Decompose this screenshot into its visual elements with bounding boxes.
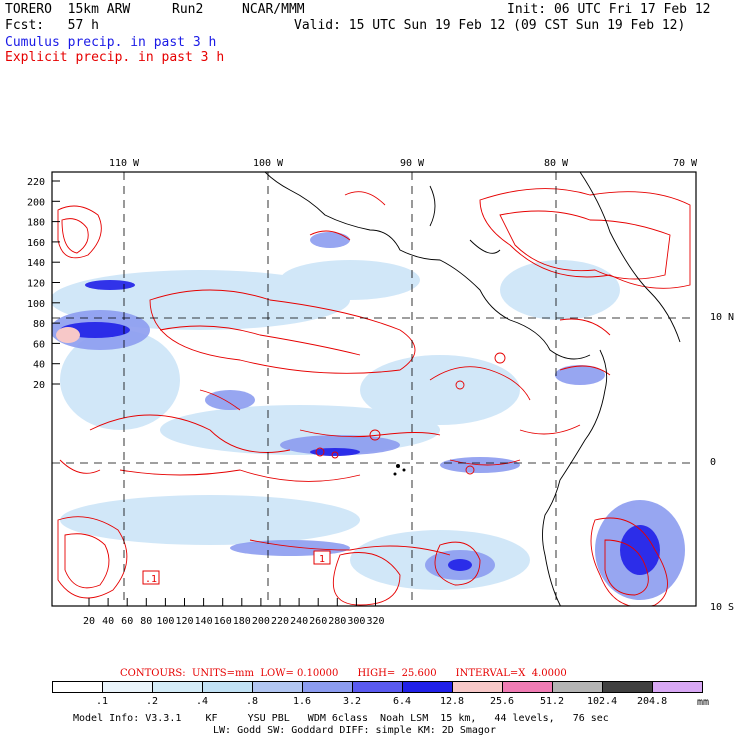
- legend-value: 51.2: [539, 696, 565, 707]
- x-tick-label: 300: [347, 616, 365, 627]
- model-info: Model Info: V3.3.1 KF YSU PBL WDM 6class…: [73, 713, 609, 724]
- legend-swatch: [452, 681, 503, 693]
- legend-value: 12.8: [439, 696, 465, 707]
- lon-label: 80 W: [544, 158, 569, 169]
- legend-value: 6.4: [392, 696, 412, 707]
- boxed-label-1: .1: [145, 574, 157, 585]
- map-frame: [51, 171, 697, 607]
- x-tick-label: 80: [140, 616, 152, 627]
- legend-value: 102.4: [587, 696, 618, 707]
- x-tick-label: 100: [156, 616, 174, 627]
- y-tick-label: 140: [27, 258, 45, 269]
- y-tick-label: 160: [27, 238, 45, 249]
- x-tick-label: 60: [121, 616, 133, 627]
- legend-swatch: [552, 681, 603, 693]
- forecast-hour: Fcst: 57 h: [5, 18, 99, 33]
- run-label: Run2: [172, 2, 204, 17]
- x-tick-label: 120: [175, 616, 193, 627]
- valid-time: Valid: 15 UTC Sun 19 Feb 12 (09 CST Sun …: [294, 18, 686, 33]
- x-tick-label: 320: [366, 616, 384, 627]
- legend-swatch: [52, 681, 103, 693]
- legend-swatch: [302, 681, 353, 693]
- legend-swatch: [252, 681, 303, 693]
- coastlines: [264, 172, 681, 606]
- x-tick-label: 140: [195, 616, 213, 627]
- latlon-grid: [52, 172, 696, 606]
- legend-value: .8: [245, 696, 259, 707]
- x-tick-label: 260: [309, 616, 327, 627]
- lon-label: 110 W: [109, 158, 140, 169]
- legend-value: 204.8: [637, 696, 668, 707]
- y-tick-label: 100: [27, 299, 45, 310]
- legend-swatch: [502, 681, 553, 693]
- cumulus-light-regions: [52, 260, 620, 590]
- legend-value: 3.2: [342, 696, 362, 707]
- legend-value: .2: [145, 696, 159, 707]
- model-info-physics: LW: Godd SW: Goddard DIFF: simple KM: 2D…: [213, 725, 496, 736]
- y-tick-label: 120: [27, 279, 45, 290]
- legend-value: .1: [95, 696, 109, 707]
- x-tick-label: 180: [233, 616, 251, 627]
- explicit-precip-label: Explicit precip. in past 3 h: [5, 50, 225, 65]
- boxed-label-2: 1: [319, 554, 325, 565]
- y-tick-label: 200: [27, 197, 45, 208]
- init-time: Init: 06 UTC Fri 17 Feb 12: [507, 2, 711, 17]
- legend-swatch: [152, 681, 203, 693]
- cumulus-heavy-regions: [60, 280, 660, 575]
- legend-swatch: [352, 681, 403, 693]
- x-tick-label: 160: [214, 616, 232, 627]
- y-tick-label: 80: [33, 319, 45, 330]
- org-label: NCAR/MMM: [242, 2, 305, 17]
- model-title: TORERO 15km ARW: [5, 2, 131, 17]
- x-tick-label: 200: [252, 616, 270, 627]
- legend-swatch: [202, 681, 253, 693]
- y-tick-label: 20: [33, 380, 45, 391]
- explicit-contours: [57, 188, 691, 606]
- x-tick-label: 240: [290, 616, 308, 627]
- lon-label: 100 W: [253, 158, 284, 169]
- x-tick-label: 20: [83, 616, 95, 627]
- axis-ticks: [52, 180, 376, 606]
- lon-label: 90 W: [400, 158, 425, 169]
- galapagos-islands: [393, 464, 406, 476]
- legend-value: 25.6: [489, 696, 515, 707]
- boxed-contour-labels: .1 1: [142, 550, 331, 585]
- x-tick-label: 220: [271, 616, 289, 627]
- map-field: [52, 172, 691, 606]
- legend-swatch: [652, 681, 703, 693]
- lat-label: 0: [710, 457, 716, 468]
- legend-swatch: [602, 681, 653, 693]
- heavy-precip-core: [56, 327, 80, 343]
- y-tick-label: 40: [33, 360, 45, 371]
- contours-info: CONTOURS: UNITS=mm LOW= 0.10000 HIGH= 25…: [120, 668, 567, 679]
- y-tick-label: 60: [33, 339, 45, 350]
- legend-unit: mm: [697, 697, 710, 708]
- cumulus-precip-label: Cumulus precip. in past 3 h: [5, 35, 217, 50]
- x-tick-label: 280: [328, 616, 346, 627]
- x-tick-label: 40: [102, 616, 114, 627]
- y-tick-label: 220: [27, 177, 45, 188]
- legend-value: 1.6: [292, 696, 312, 707]
- lat-label: 10 N: [710, 312, 734, 323]
- y-tick-label: 180: [27, 218, 45, 229]
- legend-swatch: [402, 681, 453, 693]
- lat-label: 10 S: [710, 602, 734, 613]
- legend-value: .4: [195, 696, 209, 707]
- lon-label: 70 W: [673, 158, 698, 169]
- legend-swatch: [102, 681, 153, 693]
